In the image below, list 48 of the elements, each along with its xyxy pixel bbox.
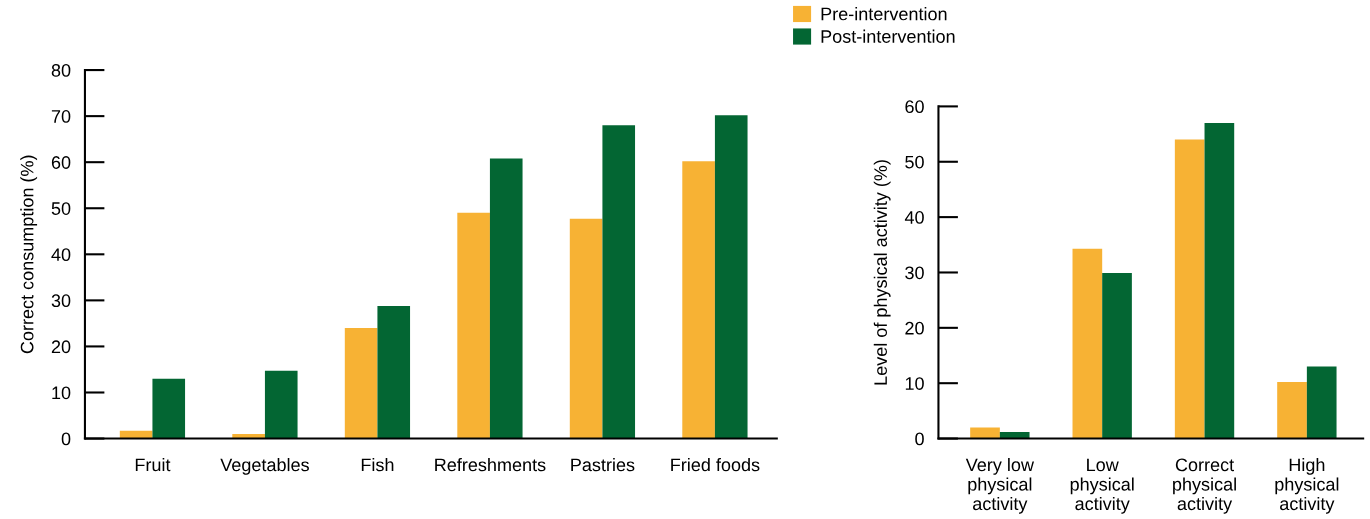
x-tick-label: Fried foods	[671, 458, 760, 472]
bar	[377, 305, 411, 439]
bar	[1204, 123, 1235, 439]
x-tick-label: Correct physical activity	[1173, 458, 1236, 514]
bar	[1102, 273, 1132, 439]
bar	[970, 427, 1000, 439]
x-tick-label: Refreshments	[435, 458, 546, 472]
y-axis-title: Correct consumption (%)	[20, 155, 38, 354]
bar	[714, 115, 748, 439]
bar	[489, 158, 523, 439]
bar	[1306, 366, 1337, 439]
bar	[1174, 139, 1205, 439]
bar	[344, 328, 378, 439]
y-tick-label: 30	[51, 294, 71, 308]
bar	[152, 378, 186, 439]
bar	[999, 431, 1030, 439]
bar	[602, 125, 636, 439]
y-tick-label: 0	[61, 432, 71, 446]
y-tick-label: 20	[51, 340, 71, 354]
bar	[1277, 382, 1307, 439]
bar	[1072, 248, 1103, 439]
x-tick-label: Vegetables	[220, 458, 309, 475]
y-axis-title: Level of physical activity (%)	[873, 160, 891, 385]
bar	[682, 161, 715, 439]
x-tick-label: High physical activity	[1275, 458, 1339, 514]
y-tick-label: 10	[905, 377, 924, 390]
bar	[457, 212, 490, 439]
x-tick-label: Pastries	[571, 458, 635, 472]
y-tick-label: 50	[51, 202, 71, 215]
x-tick-label: Fish	[361, 458, 394, 472]
y-tick-label: 30	[905, 266, 924, 280]
y-tick-label: 20	[905, 321, 924, 335]
y-tick-label: 0	[915, 432, 924, 446]
x-tick-label: Fruit	[135, 458, 171, 472]
y-tick-label: 40	[904, 211, 924, 224]
legend-label: Pre-intervention	[821, 7, 947, 21]
bar	[569, 218, 603, 439]
y-tick-label: 80	[51, 64, 71, 77]
y-tick-label: 60	[905, 100, 924, 114]
bar	[264, 370, 298, 439]
y-tick-label: 60	[51, 156, 71, 169]
x-tick-label: Very low physical activity	[965, 458, 1035, 514]
y-tick-label: 50	[905, 155, 924, 169]
legend-label: Post-intervention	[821, 29, 955, 43]
x-tick-label: Low physical activity	[1070, 458, 1134, 514]
y-tick-label: 10	[52, 386, 71, 400]
y-tick-label: 40	[51, 248, 71, 262]
y-tick-label: 70	[51, 110, 71, 123]
